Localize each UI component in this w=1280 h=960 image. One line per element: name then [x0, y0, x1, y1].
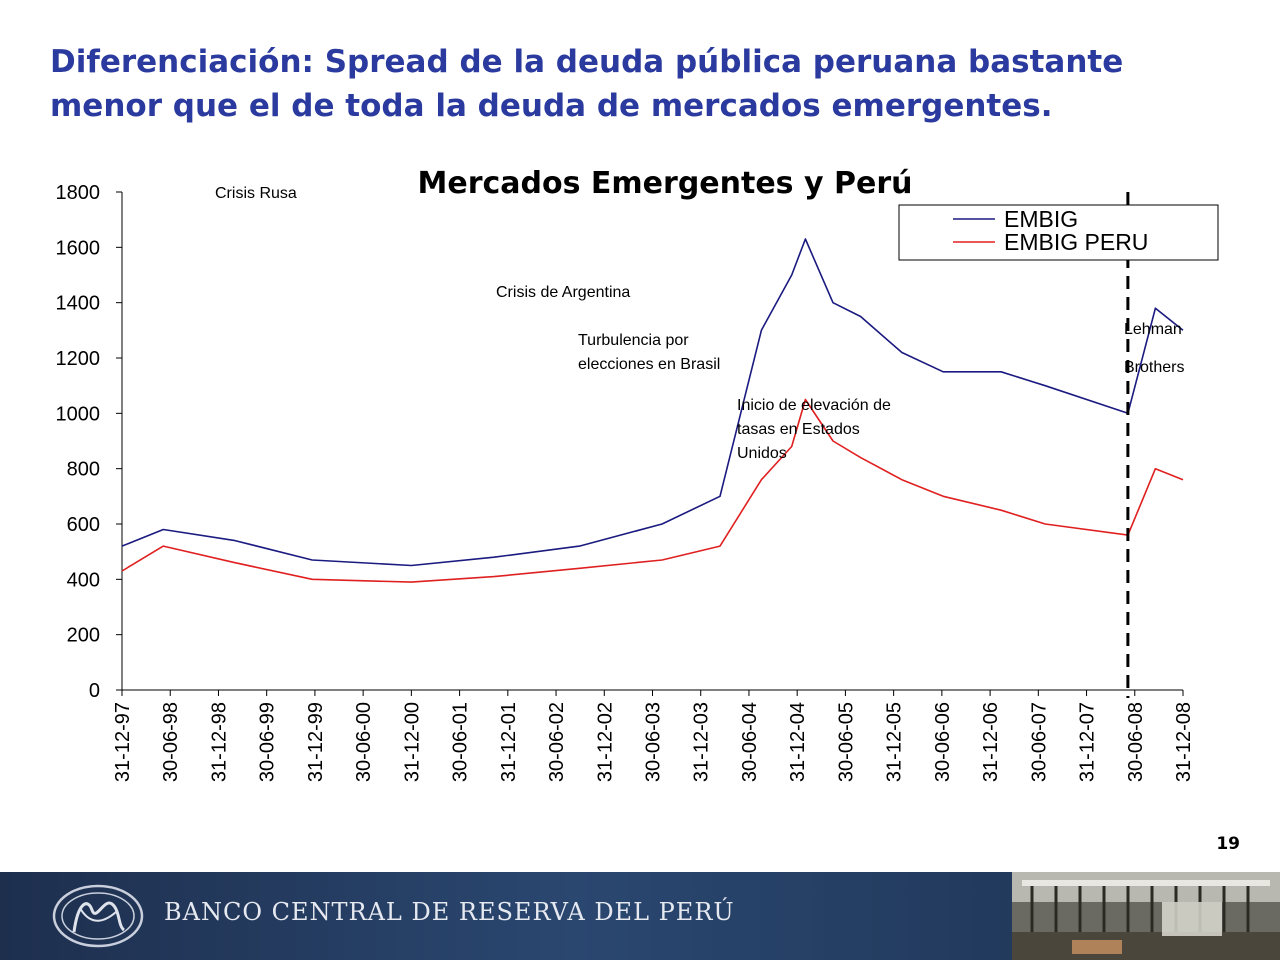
slide-title: Diferenciación: Spread de la deuda públi… — [50, 40, 1230, 128]
series-line-embig — [121, 238, 1184, 567]
x-tick-label: 31-12-97 — [112, 702, 134, 782]
bank-interior-photo — [1012, 872, 1280, 960]
chart-title: Mercados Emergentes y Perú — [418, 166, 913, 201]
event-label: Turbulencia por — [578, 332, 689, 349]
x-tick-label: 31-12-06 — [980, 702, 1002, 782]
legend-box — [898, 204, 1219, 261]
footer-banner: BANCO CENTRAL DE RESERVA DEL PERÚ — [0, 872, 1280, 960]
x-tick-label: 31-12-05 — [884, 702, 906, 782]
event-label: Crisis de Argentina — [496, 284, 630, 301]
y-tick-label: 0 — [89, 680, 100, 702]
footer-bank-name: BANCO CENTRAL DE RESERVA DEL PERÚ — [164, 898, 735, 926]
x-tick-label: 31-12-00 — [401, 702, 423, 782]
x-axis: 31-12-97 30-06-98 31-12-98 30-06-99 31-12-99… — [112, 689, 1195, 782]
x-tick-label: 30-06-04 — [739, 702, 761, 782]
x-tick-label: 31-12-99 — [305, 702, 327, 782]
page-number: 19 — [1216, 834, 1240, 854]
event-label: Lehman — [1124, 321, 1182, 338]
x-tick-label: 31-12-03 — [691, 702, 713, 782]
slide-title-line-1: Diferenciación: Spread de la deuda públi… — [50, 44, 1124, 80]
series-line-embig-peru — [121, 398, 1184, 583]
x-tick-label: 31-12-07 — [1077, 702, 1099, 782]
x-tick-label: 31-12-08 — [1173, 702, 1195, 782]
legend-label: EMBIG PERU — [1004, 229, 1148, 255]
y-tick-label: 600 — [67, 514, 100, 536]
x-tick-label: 30-06-07 — [1028, 702, 1050, 782]
legend-label: EMBIG — [1004, 206, 1078, 232]
y-tick-label: 1400 — [56, 293, 101, 315]
bcrp-seal-icon — [52, 884, 144, 948]
slide-title-line-2: menor que el de toda la deuda de mercado… — [50, 88, 1053, 124]
y-tick-label: 1000 — [56, 403, 101, 425]
x-tick-label: 30-06-98 — [160, 702, 182, 782]
x-tick-label: 30-06-05 — [835, 702, 857, 782]
x-tick-label: 30-06-00 — [353, 702, 375, 782]
event-label: Unidos — [737, 445, 787, 462]
event-label: Crisis Rusa — [215, 185, 297, 202]
event-label: tasas en Estados — [737, 421, 860, 438]
y-tick-label: 800 — [67, 459, 100, 481]
y-tick-label: 200 — [67, 625, 100, 647]
x-tick-label: 30-06-99 — [257, 702, 279, 782]
y-tick-label: 1200 — [56, 348, 101, 370]
x-tick-label: 30-06-01 — [450, 702, 472, 782]
x-tick-label: 31-12-04 — [787, 702, 809, 782]
events-layer: Crisis Rusa Crisis de Argentina Turbulenci… — [215, 185, 1184, 698]
x-tick-label: 30-06-08 — [1125, 702, 1147, 782]
y-tick-label: 400 — [67, 569, 100, 591]
event-label: Brothers — [1124, 359, 1184, 376]
x-tick-label: 30-06-03 — [643, 702, 665, 782]
event-label: elecciones en Brasil — [578, 356, 720, 373]
x-tick-label: 30-06-06 — [932, 702, 954, 782]
x-tick-label: 31-12-98 — [208, 702, 230, 782]
x-tick-label: 30-06-02 — [546, 702, 568, 782]
y-axis: 0 200 400 600 800 1000 1200 1400 1600 1800 — [56, 182, 123, 702]
x-tick-label: 31-12-01 — [498, 702, 520, 782]
spread-line-chart: Mercados Emergentes y Perú 0 200 400 600 800… — [56, 166, 1219, 782]
series-layer — [121, 238, 1184, 583]
y-tick-label: 1600 — [56, 237, 101, 259]
y-tick-label: 1800 — [56, 182, 101, 204]
x-tick-label: 31-12-02 — [594, 702, 616, 782]
event-label: Inicio de elevación de — [737, 397, 891, 414]
